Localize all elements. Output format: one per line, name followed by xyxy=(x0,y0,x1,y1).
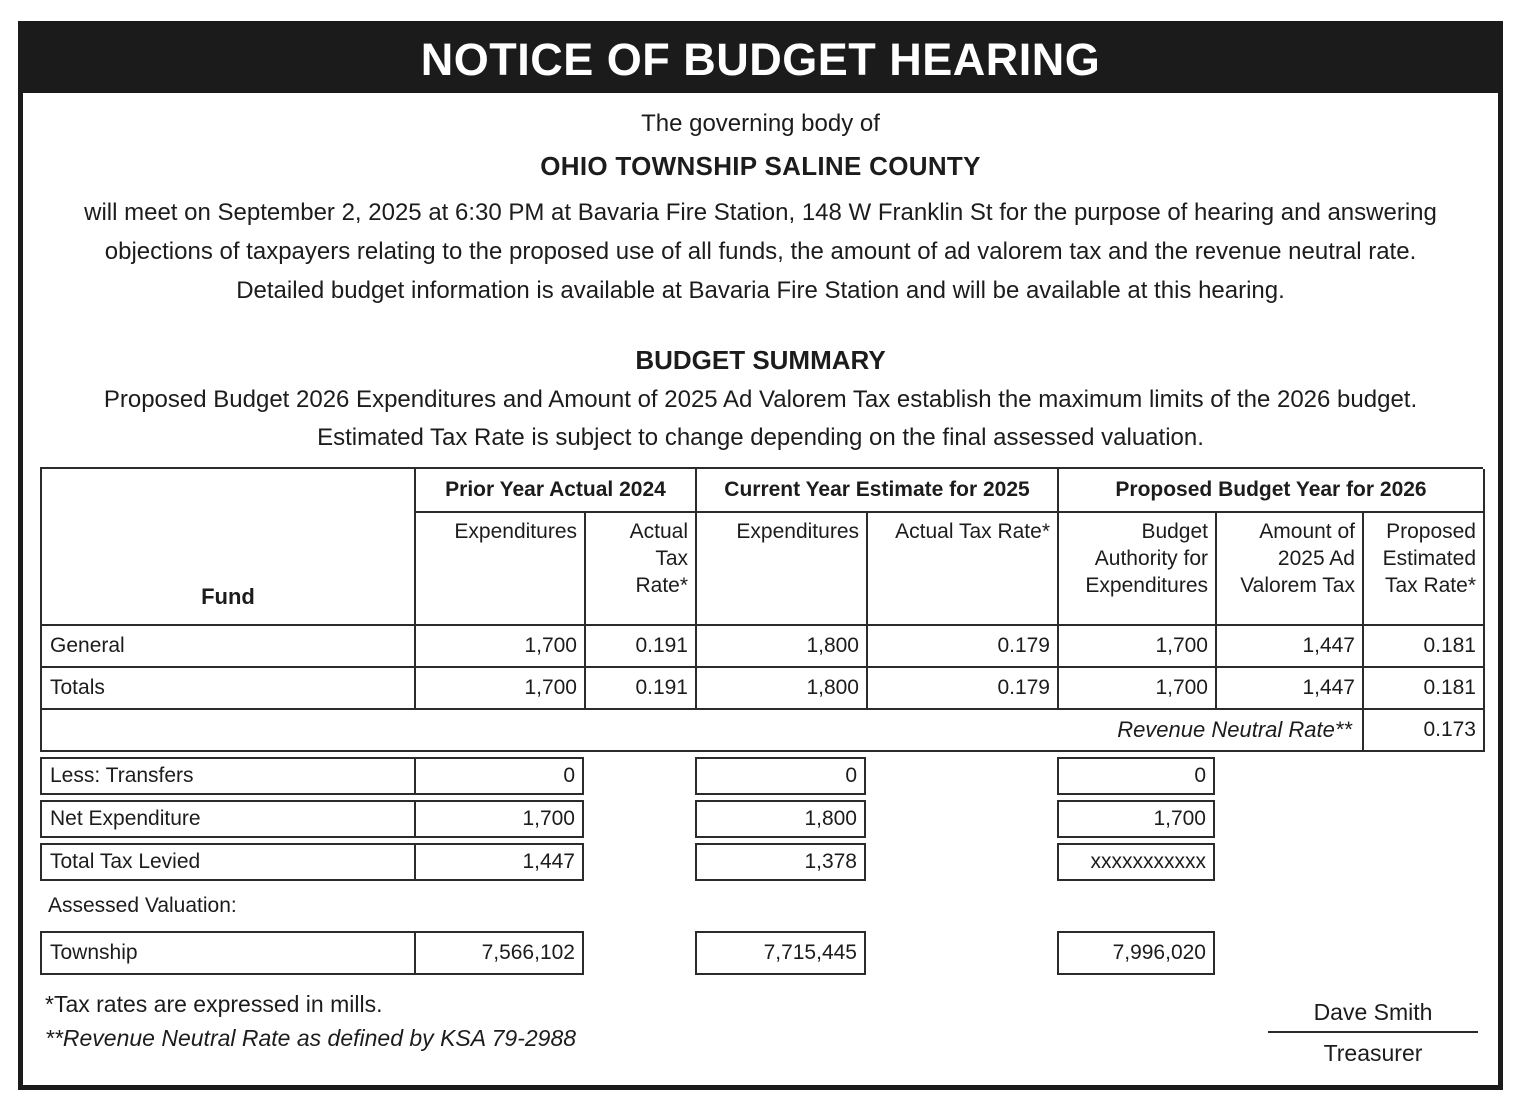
cell-totals-budget-authority: 1,700 xyxy=(1059,668,1217,710)
group-header-proposed-year: Proposed Budget Year for 2026 xyxy=(1059,469,1485,513)
cell-totals-proposed-rate: 0.181 xyxy=(1364,668,1485,710)
fund-column-header: Fund xyxy=(42,469,416,626)
detail-value-cy: 1,800 xyxy=(695,800,866,838)
entity-name: OHIO TOWNSHIP SALINE COUNTY xyxy=(540,151,981,181)
cell-general-ad-valorem: 1,447 xyxy=(1217,626,1364,668)
revenue-neutral-rate-label: Revenue Neutral Rate** xyxy=(42,710,1364,752)
signature-title: Treasurer xyxy=(1323,1040,1423,1066)
col-header-cy-actual-tax-rate: Actual Tax Rate* xyxy=(868,513,1059,626)
budget-table: Fund Prior Year Actual 2024 Current Year… xyxy=(40,467,1485,975)
cell-general-py-expenditures: 1,700 xyxy=(416,626,586,668)
detail-value-cy: 0 xyxy=(695,757,866,795)
cell-totals-ad-valorem: 1,447 xyxy=(1217,668,1364,710)
valuation-value-py: 7,566,102 xyxy=(414,931,584,975)
detail-row-label: Total Tax Levied xyxy=(40,843,414,881)
cell-general-cy-expenditures: 1,800 xyxy=(697,626,868,668)
notice-title: NOTICE OF BUDGET HEARING xyxy=(420,33,1101,85)
footnote-revenue-neutral: **Revenue Neutral Rate as defined by KSA… xyxy=(45,1025,577,1051)
summary-line: Estimated Tax Rate is subject to change … xyxy=(317,424,1204,451)
detail-value-proposed: xxxxxxxxxxx xyxy=(1057,843,1215,881)
cell-general-budget-authority: 1,700 xyxy=(1059,626,1217,668)
col-header-cy-expenditures: Expenditures xyxy=(697,513,868,626)
assessed-valuation-label: Assessed Valuation: xyxy=(48,894,237,917)
budget-summary-heading: BUDGET SUMMARY xyxy=(635,345,886,375)
detail-row-label: Net Expenditure xyxy=(40,800,414,838)
valuation-value-proposed: 7,996,020 xyxy=(1057,931,1215,975)
detail-value-py: 1,700 xyxy=(414,800,584,838)
intro-line: will meet on September 2, 2025 at 6:30 P… xyxy=(84,199,1437,226)
cell-totals-py-expenditures: 1,700 xyxy=(416,668,586,710)
cell-general-py-tax-rate: 0.191 xyxy=(586,626,697,668)
detail-row-less-transfers: Less: Transfers 0 0 0 xyxy=(40,757,1483,795)
detail-row-net-expenditure: Net Expenditure 1,700 1,800 1,700 xyxy=(40,800,1483,838)
budget-summary-paragraph: Proposed Budget 2026 Expenditures and Am… xyxy=(23,381,1498,457)
detail-row-label: Less: Transfers xyxy=(40,757,414,795)
valuation-row-township: Township 7,566,102 7,715,445 7,996,020 xyxy=(40,931,1483,975)
cell-general-proposed-rate: 0.181 xyxy=(1364,626,1485,668)
detail-value-proposed: 0 xyxy=(1057,757,1215,795)
col-header-budget-authority: Budget Authority for Expenditures xyxy=(1059,513,1217,626)
detail-value-py: 0 xyxy=(414,757,584,795)
valuation-row-label: Township xyxy=(40,931,414,975)
group-header-prior-year: Prior Year Actual 2024 xyxy=(416,469,697,513)
intro-line: objections of taxpayers relating to the … xyxy=(104,238,1417,265)
notice-footer: *Tax rates are expressed in mills. **Rev… xyxy=(23,987,1498,1067)
cell-general-cy-tax-rate: 0.179 xyxy=(868,626,1059,668)
footnotes: *Tax rates are expressed in mills. **Rev… xyxy=(45,987,576,1067)
col-header-py-actual-tax-rate: Actual Tax Rate* xyxy=(586,513,697,626)
cell-totals-cy-tax-rate: 0.179 xyxy=(868,668,1059,710)
detail-value-proposed: 1,700 xyxy=(1057,800,1215,838)
group-header-current-year: Current Year Estimate for 2025 xyxy=(697,469,1059,513)
summary-line: Proposed Budget 2026 Expenditures and Am… xyxy=(103,386,1418,413)
col-header-proposed-tax-rate: Proposed Estimated Tax Rate* xyxy=(1364,513,1485,626)
intro-line: Detailed budget information is available… xyxy=(236,277,1285,304)
governing-body-line: The governing body of xyxy=(641,110,880,137)
valuation-value-cy: 7,715,445 xyxy=(695,931,866,975)
notice-banner: NOTICE OF BUDGET HEARING xyxy=(23,26,1498,93)
col-header-ad-valorem-tax: Amount of 2025 Ad Valorem Tax xyxy=(1217,513,1364,626)
detail-row-total-tax-levied: Total Tax Levied 1,447 1,378 xxxxxxxxxxx xyxy=(40,843,1483,881)
signature-line xyxy=(1268,1031,1478,1033)
cell-totals-py-tax-rate: 0.191 xyxy=(586,668,697,710)
footnote-mills: *Tax rates are expressed in mills. xyxy=(45,991,383,1017)
col-header-py-expenditures: Expenditures xyxy=(416,513,586,626)
detail-value-py: 1,447 xyxy=(414,843,584,881)
intro-paragraph: will meet on September 2, 2025 at 6:30 P… xyxy=(23,193,1498,310)
row-totals-fund: Totals xyxy=(42,668,416,710)
signature-name: Dave Smith xyxy=(1313,999,1433,1025)
cell-totals-cy-expenditures: 1,800 xyxy=(697,668,868,710)
notice-frame: NOTICE OF BUDGET HEARING The governing b… xyxy=(18,21,1503,1090)
budget-table-main: Fund Prior Year Actual 2024 Current Year… xyxy=(40,467,1485,752)
row-general-fund: General xyxy=(42,626,416,668)
detail-value-cy: 1,378 xyxy=(695,843,866,881)
revenue-neutral-rate-value: 0.173 xyxy=(1364,710,1485,752)
signature-block: Dave Smith Treasurer xyxy=(1268,987,1478,1067)
